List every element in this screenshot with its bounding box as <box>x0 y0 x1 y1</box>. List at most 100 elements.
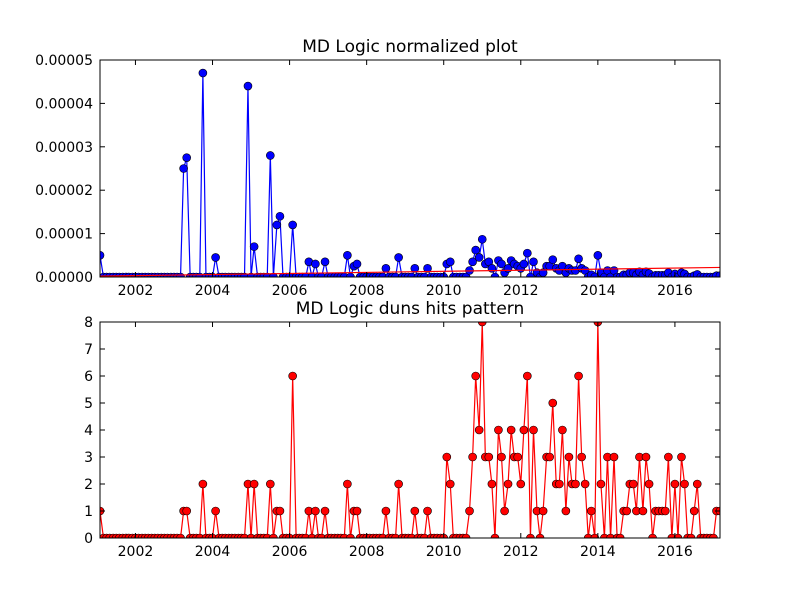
data-point <box>648 533 657 538</box>
y-tick-label: 6 <box>84 369 93 385</box>
data-point <box>381 506 391 516</box>
y-tick-label: 0.00000 <box>35 270 93 286</box>
data-point <box>715 271 720 277</box>
data-point <box>513 452 523 462</box>
y-tick-label: 5 <box>84 396 93 412</box>
data-point <box>519 259 529 269</box>
data-point <box>709 533 718 538</box>
data-point <box>558 425 567 435</box>
data-point <box>471 371 480 381</box>
data-point <box>266 151 275 160</box>
data-point <box>503 479 513 489</box>
x-tick-label: 2012 <box>503 283 539 299</box>
data-point <box>564 452 574 462</box>
plot-area <box>100 322 720 538</box>
series-line <box>100 322 720 538</box>
axes-frame <box>99 59 721 278</box>
data-point <box>686 533 696 538</box>
x-tick-label: 2010 <box>426 283 462 299</box>
data-point <box>523 248 532 258</box>
data-point <box>346 533 355 538</box>
x-tick-label: 2014 <box>580 544 616 560</box>
chart-title: MD Logic normalized plot <box>302 37 518 57</box>
data-point <box>468 452 477 462</box>
data-point <box>606 533 615 538</box>
data-point <box>574 254 583 264</box>
data-point <box>275 211 285 221</box>
data-point <box>638 506 648 516</box>
data-point <box>622 506 632 516</box>
data-point <box>211 506 220 516</box>
data-point <box>249 242 259 251</box>
plot-area <box>100 68 720 277</box>
data-point <box>269 533 278 538</box>
data-point <box>538 506 548 516</box>
data-point <box>477 322 487 327</box>
data-point <box>580 479 590 489</box>
x-tick-label: 2016 <box>657 283 693 299</box>
data-point <box>391 272 400 277</box>
data-point <box>548 398 558 408</box>
data-point <box>468 257 477 267</box>
data-point <box>583 533 593 538</box>
x-tick-label: 2006 <box>272 544 308 560</box>
data-point <box>555 479 564 489</box>
data-point <box>343 251 352 260</box>
data-point <box>474 425 484 435</box>
data-point <box>545 452 554 462</box>
data-point <box>561 506 571 516</box>
y-tick-label: 0.00002 <box>35 183 93 199</box>
data-point <box>609 452 619 462</box>
data-point <box>249 479 259 489</box>
data-point <box>198 479 208 489</box>
y-tick-label: 4 <box>84 423 93 439</box>
data-point <box>288 371 297 381</box>
data-point <box>494 425 503 435</box>
y-tick-label: 8 <box>84 315 93 331</box>
data-point <box>548 255 558 264</box>
data-point <box>420 533 429 538</box>
data-point <box>272 220 282 230</box>
data-point <box>497 259 506 269</box>
y-tick-label: 0.00001 <box>35 227 93 243</box>
data-point <box>500 506 509 516</box>
series-line <box>100 266 720 277</box>
data-point <box>391 533 400 538</box>
data-point <box>490 533 500 538</box>
data-point <box>596 479 606 489</box>
data-point <box>352 259 362 269</box>
data-point <box>320 257 330 267</box>
data-point <box>526 533 535 538</box>
data-point <box>246 533 256 538</box>
y-tick-label: 7 <box>84 342 93 358</box>
data-point <box>506 425 516 435</box>
x-tick-label: 2004 <box>195 544 231 560</box>
data-point <box>516 479 526 489</box>
data-point <box>689 506 699 516</box>
x-tick-label: 2002 <box>118 283 154 299</box>
data-point <box>677 452 686 462</box>
data-point <box>673 533 683 538</box>
data-point <box>461 533 471 538</box>
x-tick-label: 2004 <box>195 283 231 299</box>
data-point <box>311 506 320 516</box>
x-tick-label: 2016 <box>657 544 693 560</box>
chart-title: MD Logic duns hits pattern <box>296 299 525 319</box>
data-point <box>275 506 285 516</box>
data-point <box>490 272 500 277</box>
y-tick-label: 0.00004 <box>35 96 93 112</box>
y-tick-label: 1 <box>84 504 93 520</box>
data-point <box>680 479 689 489</box>
data-point <box>243 81 253 91</box>
data-point <box>523 371 532 381</box>
data-point <box>176 533 185 538</box>
data-point <box>629 479 638 489</box>
data-point <box>423 506 432 516</box>
data-point <box>477 234 487 244</box>
data-point <box>211 253 220 262</box>
data-point <box>352 506 362 516</box>
data-point <box>574 371 583 381</box>
data-point <box>182 506 191 516</box>
data-point <box>266 479 275 489</box>
